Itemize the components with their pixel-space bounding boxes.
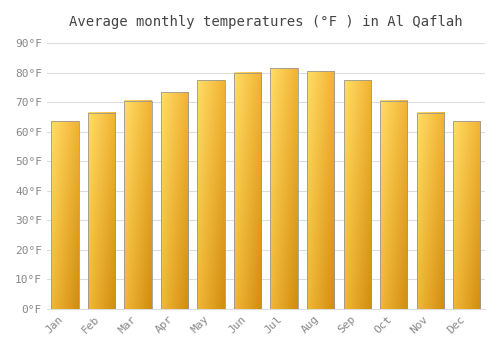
Bar xyxy=(234,73,262,309)
Bar xyxy=(161,92,188,309)
Bar xyxy=(124,101,152,309)
Bar xyxy=(380,101,407,309)
Bar xyxy=(307,71,334,309)
Bar xyxy=(416,113,444,309)
Bar xyxy=(270,68,298,309)
Title: Average monthly temperatures (°F ) in Al Qaflah: Average monthly temperatures (°F ) in Al… xyxy=(69,15,462,29)
Bar xyxy=(453,121,480,309)
Bar xyxy=(88,113,116,309)
Bar xyxy=(344,80,371,309)
Bar xyxy=(198,80,225,309)
Bar xyxy=(52,121,79,309)
